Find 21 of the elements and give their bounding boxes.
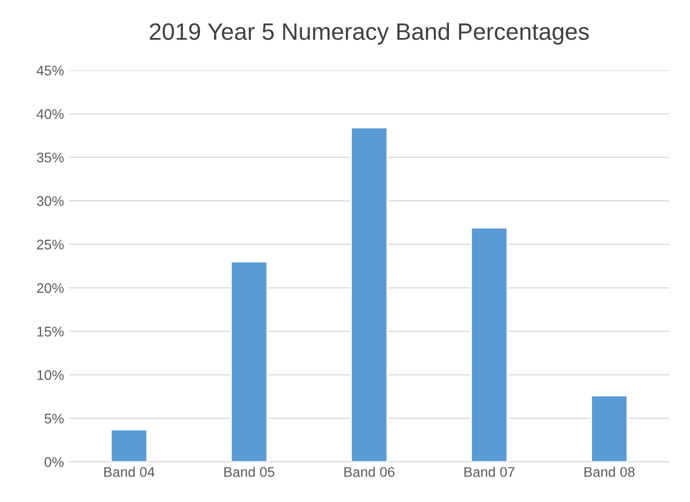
x-tick-label: Band 07 <box>464 466 514 477</box>
bar <box>470 227 508 462</box>
x-tick-label: Band 04 <box>104 466 154 477</box>
y-tick-label: 5% <box>44 414 64 424</box>
bar <box>110 428 148 462</box>
y-tick-label: 45% <box>36 66 64 76</box>
y-tick-label: 10% <box>37 370 64 380</box>
chart-title: 2019 Year 5 Numeracy Band Percentages <box>150 22 589 45</box>
y-tick-label: 25% <box>37 240 64 250</box>
y-tick-label: 0% <box>44 457 64 468</box>
bar <box>230 261 268 462</box>
x-tick-label: Band 06 <box>344 466 394 477</box>
bar <box>590 395 628 462</box>
x-tick-label: Band 08 <box>584 466 635 477</box>
y-tick-label: 40% <box>36 109 64 119</box>
bar <box>350 127 388 462</box>
y-tick-label: 20% <box>37 283 64 293</box>
y-tick-label: 15% <box>37 326 64 336</box>
x-tick-label: Band 05 <box>224 466 274 477</box>
y-tick-label: 30% <box>36 196 64 206</box>
y-tick-label: 35% <box>36 152 64 162</box>
